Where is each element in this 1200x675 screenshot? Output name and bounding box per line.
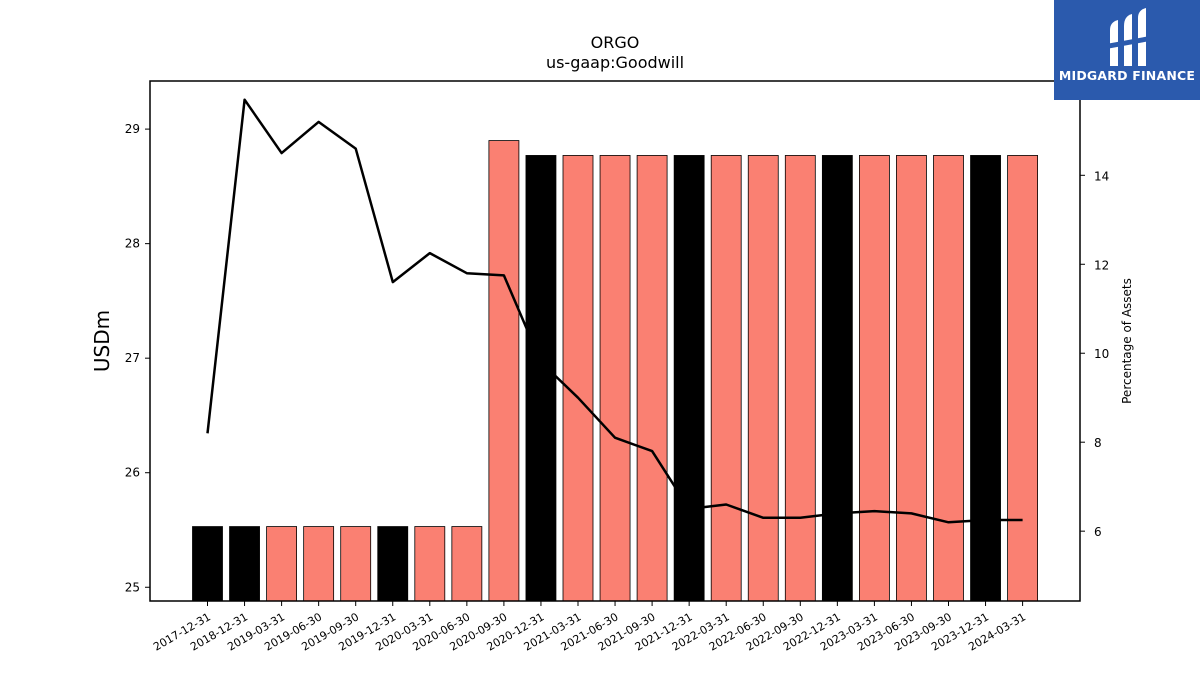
bar — [340, 526, 372, 602]
y-axis-label-left: USDm — [90, 310, 114, 372]
bar — [970, 155, 1001, 602]
y-tick-label-left: 25 — [125, 580, 140, 594]
bar — [710, 155, 742, 602]
bar — [784, 155, 816, 602]
bar — [636, 155, 668, 602]
line-layer — [206, 98, 1023, 524]
y-tick-label-left: 27 — [125, 351, 140, 365]
chart-subtitle: us-gaap:Goodwill — [546, 53, 684, 72]
logo-mark-icon — [1106, 8, 1150, 66]
y-tick-label-left: 29 — [125, 122, 140, 136]
y-tick-label-right: 8 — [1094, 436, 1102, 450]
logo-text: MIDGARD FINANCE — [1058, 68, 1196, 83]
bar — [821, 155, 853, 602]
bar — [1007, 155, 1038, 602]
bar — [488, 140, 520, 602]
y-tick-label-left: 28 — [125, 237, 140, 251]
chart-title: ORGO — [591, 33, 640, 52]
bars-layer — [192, 140, 1038, 602]
y-tick-label-left: 26 — [125, 466, 140, 480]
bar — [599, 155, 631, 602]
y-tick-label-right: 10 — [1094, 347, 1109, 361]
bar — [229, 526, 260, 602]
midgard-finance-logo: MIDGARD FINANCE — [1054, 0, 1200, 100]
bar — [266, 526, 298, 602]
bar — [525, 155, 557, 602]
bar — [747, 155, 779, 602]
y-tick-label-right: 14 — [1094, 169, 1109, 183]
bar — [896, 155, 927, 602]
bar — [933, 155, 964, 602]
y-tick-label-right: 6 — [1094, 525, 1102, 539]
y-tick-label-right: 12 — [1094, 258, 1109, 272]
y-axis-label-right: Percentage of Assets — [1120, 278, 1134, 404]
bar — [414, 526, 446, 602]
bar — [673, 155, 705, 602]
bar — [377, 526, 409, 602]
bar — [562, 155, 594, 602]
percentage-line — [206, 98, 1023, 524]
bar — [451, 526, 483, 602]
bar — [859, 155, 890, 602]
bar — [303, 526, 335, 602]
bar — [192, 526, 223, 602]
